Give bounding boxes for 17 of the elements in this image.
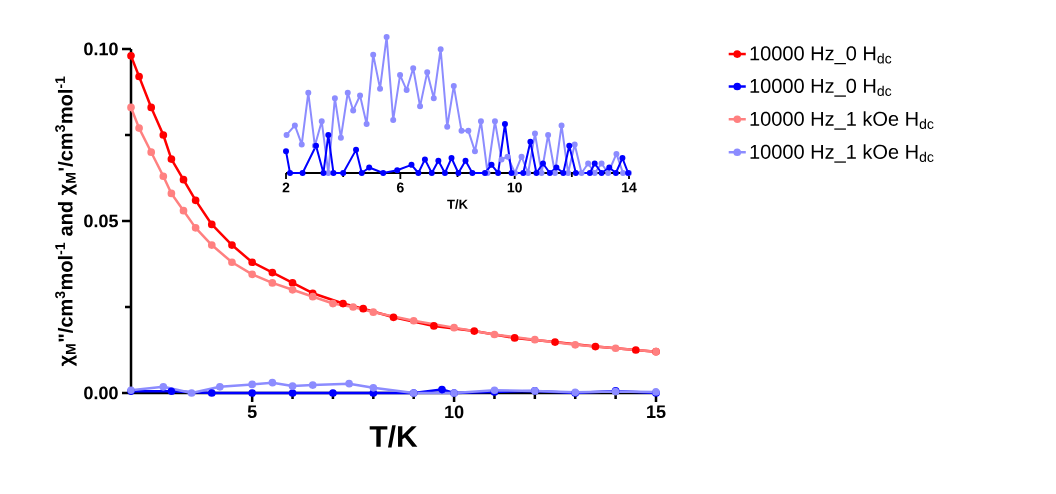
y-tick-label: 0.00 xyxy=(84,386,118,400)
x-tick-label: 14 xyxy=(622,182,637,193)
legend-label: 10000 Hz_0 H$_{dc}$ xyxy=(750,46,892,65)
x-tick-label: 15 xyxy=(647,405,666,419)
text: χ$_{M}$"/cm$^{3}$mol$^{-1}$ and χ$_{M}$'/cm$^{3}$mol$^{-1}$ xyxy=(55,76,77,367)
x-axis-title: T/K xyxy=(447,199,468,209)
legend-label: 10000 Hz_1 kOe H$_{dc}$ xyxy=(750,144,934,163)
x-tick-label: 5 xyxy=(247,405,257,419)
x-tick-label: 6 xyxy=(396,182,404,193)
x-tick-label: 10 xyxy=(445,405,464,419)
legend-label: 10000 Hz_1 kOe H$_{dc}$ xyxy=(750,111,934,130)
x-tick-label: 2 xyxy=(282,182,290,193)
x-tick-label: 10 xyxy=(507,182,522,193)
y-tick-label: 0.05 xyxy=(84,214,118,228)
y-tick-label: 0.10 xyxy=(84,42,118,56)
legend-label: 10000 Hz_0 H$_{dc}$ xyxy=(750,78,892,97)
x-axis-title: T/K xyxy=(369,425,418,448)
